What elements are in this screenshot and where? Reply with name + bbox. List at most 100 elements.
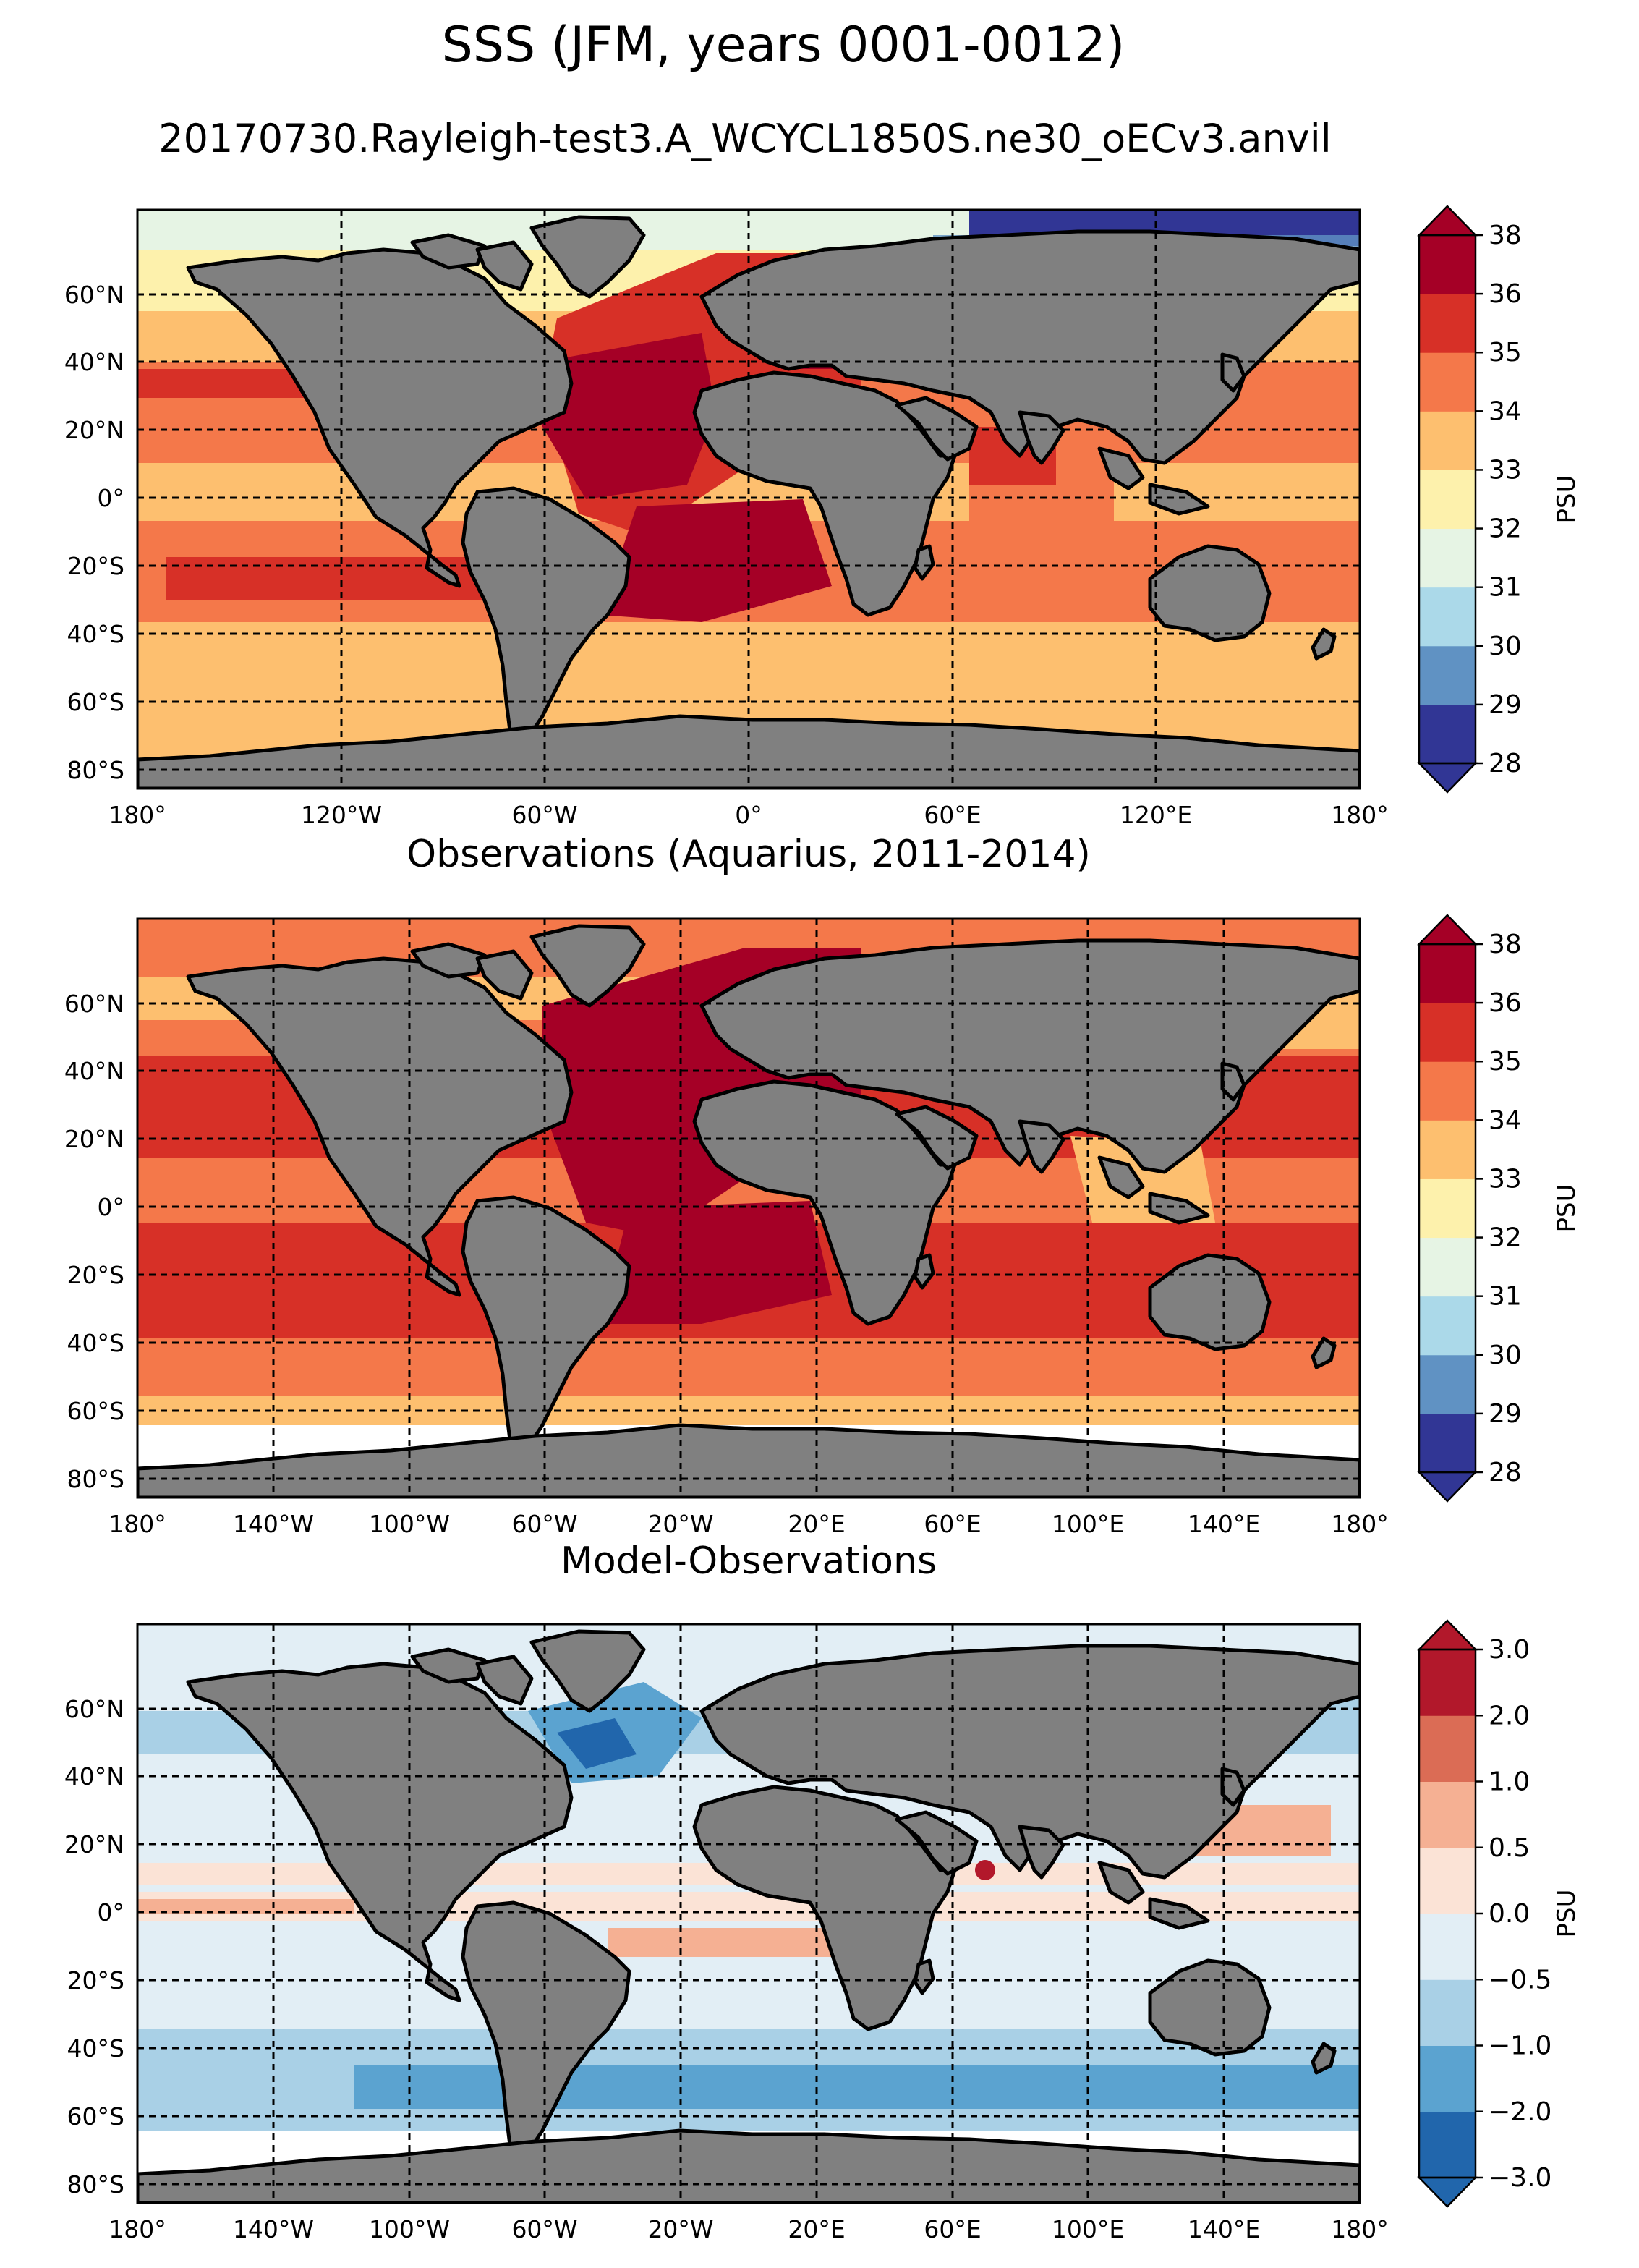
lon-tick: 100°W bbox=[369, 2215, 450, 2243]
colorbar-tick-label: −2.0 bbox=[1489, 2097, 1551, 2127]
lat-tick: 20°N bbox=[64, 416, 124, 444]
panel-observations: Observations (Aquarius, 2011-2014) bbox=[64, 833, 1581, 1538]
lon-tick: 60°E bbox=[924, 1510, 981, 1538]
lat-tick: 40°S bbox=[67, 1329, 124, 1357]
colorbar-extend-min bbox=[1417, 762, 1478, 794]
lon-tick: 120°E bbox=[1120, 801, 1192, 829]
colorbar-segment bbox=[1419, 944, 1476, 1003]
colorbar-tick-label: 2.0 bbox=[1489, 1701, 1530, 1730]
colorbar-tick-label: 29 bbox=[1489, 1399, 1522, 1429]
lon-tick: 140°E bbox=[1188, 2215, 1260, 2243]
lon-tick: 140°W bbox=[233, 2215, 314, 2243]
colorbar-tick-label: 28 bbox=[1489, 1458, 1522, 1487]
lon-tick: 60°E bbox=[924, 2215, 981, 2243]
lon-tick: 20°E bbox=[788, 1510, 845, 1538]
colorbar-segment bbox=[1419, 294, 1476, 353]
colorbar-segment bbox=[1419, 1237, 1476, 1297]
lat-tick: 0° bbox=[98, 484, 125, 512]
colorbar-tick-label: −1.0 bbox=[1489, 2031, 1551, 2061]
lat-tick: 20°N bbox=[64, 1125, 124, 1153]
lon-tick: 140°W bbox=[233, 1510, 314, 1538]
colorbar-tick-label: 33 bbox=[1489, 1164, 1522, 1194]
lon-tick: 20°W bbox=[647, 2215, 713, 2243]
lon-tick: 180° bbox=[108, 801, 166, 829]
colorbar-segment bbox=[1419, 1178, 1476, 1239]
colorbar-segment bbox=[1419, 2045, 1476, 2112]
panel-title: Observations (Aquarius, 2011-2014) bbox=[406, 833, 1091, 876]
figure-title: SSS (JFM, years 0001-0012) bbox=[442, 17, 1125, 74]
lat-tick: 40°N bbox=[64, 1057, 124, 1085]
colorbar-segment bbox=[1419, 1413, 1476, 1473]
lat-tick: 60°N bbox=[64, 281, 124, 309]
colorbar-tick-label: 31 bbox=[1489, 573, 1522, 603]
panel-model: 180° 120°W 60°W 0° 60°E 120°E 180° 60°N … bbox=[64, 205, 1581, 829]
lon-tick: 60°W bbox=[511, 801, 577, 829]
colorbar-observations: 28 29 30 31 32 33 34 35 36 38 PSU bbox=[1417, 914, 1581, 1503]
colorbar-label: PSU bbox=[1552, 1184, 1581, 1233]
lon-tick: 0° bbox=[735, 801, 762, 829]
lat-tick: 20°S bbox=[67, 1966, 124, 1995]
colorbar-tick-label: 35 bbox=[1489, 338, 1522, 368]
colorbar-tick-label: 38 bbox=[1489, 930, 1522, 959]
lon-tick: 180° bbox=[108, 2215, 166, 2243]
colorbar-segment bbox=[1419, 1914, 1476, 1980]
lat-tick: 60°N bbox=[64, 990, 124, 1018]
colorbar-segment bbox=[1419, 704, 1476, 764]
colorbar-extend-max bbox=[1417, 205, 1478, 237]
lon-tick: 180° bbox=[1331, 2215, 1389, 2243]
colorbar-segment bbox=[1419, 2111, 1476, 2178]
colorbar-extend-max bbox=[1417, 1619, 1478, 1651]
lon-tick: 100°E bbox=[1052, 2215, 1124, 2243]
run-name: 20170730.Rayleigh-test3.A_WCYCL1850S.ne3… bbox=[158, 116, 1331, 161]
lat-tick: 0° bbox=[98, 1898, 125, 1927]
lon-tick: 20°W bbox=[647, 1510, 713, 1538]
lon-tick: 120°W bbox=[301, 801, 382, 829]
colorbar-segment bbox=[1419, 411, 1476, 470]
colorbar-tick-label: 32 bbox=[1489, 514, 1522, 544]
lat-tick: 60°S bbox=[67, 688, 124, 716]
colorbar-segment bbox=[1419, 1061, 1476, 1121]
colorbar-segment bbox=[1419, 1003, 1476, 1062]
colorbar-frame bbox=[1418, 943, 1477, 1474]
lat-tick: 60°S bbox=[67, 1397, 124, 1425]
colorbar-segment bbox=[1419, 1847, 1476, 1914]
colorbar-segment bbox=[1419, 1979, 1476, 2046]
lat-tick: 80°S bbox=[67, 1465, 124, 1493]
colorbar-extend-min bbox=[1417, 1471, 1478, 1503]
lon-tick: 20°E bbox=[788, 2215, 845, 2243]
lon-tick: 180° bbox=[1331, 1510, 1389, 1538]
lat-tick: 40°S bbox=[67, 620, 124, 648]
colorbar-segment bbox=[1419, 1781, 1476, 1848]
colorbar-model: 28 29 30 31 32 33 34 35 36 38 PSU bbox=[1417, 205, 1581, 794]
lat-tick: 80°S bbox=[67, 2170, 124, 2199]
colorbar-segment bbox=[1419, 1715, 1476, 1782]
colorbar-tick-label: 28 bbox=[1489, 749, 1522, 778]
colorbar-tick-label: 36 bbox=[1489, 988, 1522, 1018]
lon-tick: 100°W bbox=[369, 1510, 450, 1538]
map-difference bbox=[136, 1623, 1361, 2204]
lon-tick: 140°E bbox=[1188, 1510, 1260, 1538]
colorbar-extend-min bbox=[1417, 2176, 1478, 2208]
colorbar-segment bbox=[1419, 352, 1476, 412]
colorbar-tick-label: 3.0 bbox=[1489, 1635, 1530, 1665]
lat-tick: 20°N bbox=[64, 1830, 124, 1859]
colorbar-tick-label: 36 bbox=[1489, 279, 1522, 309]
colorbar-segment bbox=[1419, 1354, 1476, 1414]
lon-tick: 60°W bbox=[511, 2215, 577, 2243]
lon-tick: 180° bbox=[108, 1510, 166, 1538]
colorbar-tick-label: 38 bbox=[1489, 221, 1522, 250]
lon-tick: 180° bbox=[1331, 801, 1389, 829]
panel-title: Model-Observations bbox=[561, 1539, 937, 1583]
lat-tick: 20°S bbox=[67, 552, 124, 580]
colorbar-tick-label: 0.0 bbox=[1489, 1899, 1530, 1929]
colorbar-tick-label: 29 bbox=[1489, 690, 1522, 720]
lat-tick: 80°S bbox=[67, 756, 124, 784]
panel-difference: Model-Observations bbox=[64, 1539, 1581, 2243]
lat-tick: 40°S bbox=[67, 2034, 124, 2063]
colorbar-segment bbox=[1419, 235, 1476, 294]
lon-tick: 60°W bbox=[511, 1510, 577, 1538]
colorbar-segment bbox=[1419, 1120, 1476, 1179]
lat-tick: 40°N bbox=[64, 1762, 124, 1791]
colorbar-tick-label: −0.5 bbox=[1489, 1965, 1551, 1995]
